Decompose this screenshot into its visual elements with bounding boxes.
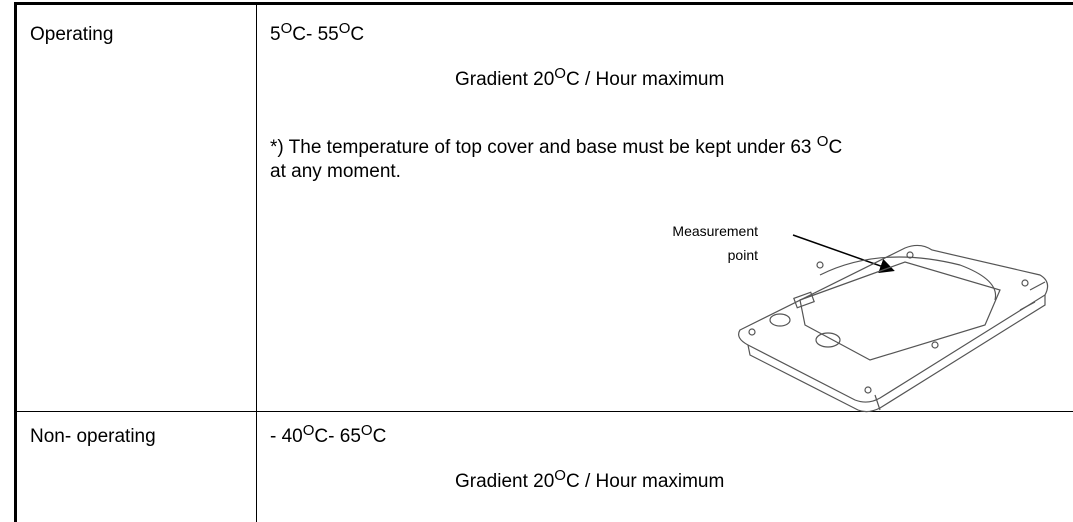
gradient: Gradient 20OC / Hour maximum	[455, 471, 724, 494]
temperature-range: - 40OC- 65OC	[270, 426, 386, 449]
text-part: Gradient 20	[455, 471, 554, 492]
text-part: C	[373, 426, 387, 447]
superscript: O	[361, 422, 373, 439]
text-part: C / Hour maximum	[566, 471, 724, 492]
page: Operating 5OC- 55OC Gradient 20OC / Hour…	[0, 0, 1073, 522]
hdd-figure	[0, 0, 1073, 522]
superscript: O	[303, 422, 315, 439]
text-part: C- 65	[314, 426, 360, 447]
row-label: Non- operating	[30, 426, 156, 448]
hdd-drawing	[739, 245, 1048, 411]
arrow	[793, 235, 892, 270]
text-part: - 40	[270, 426, 303, 447]
superscript: O	[554, 467, 566, 484]
